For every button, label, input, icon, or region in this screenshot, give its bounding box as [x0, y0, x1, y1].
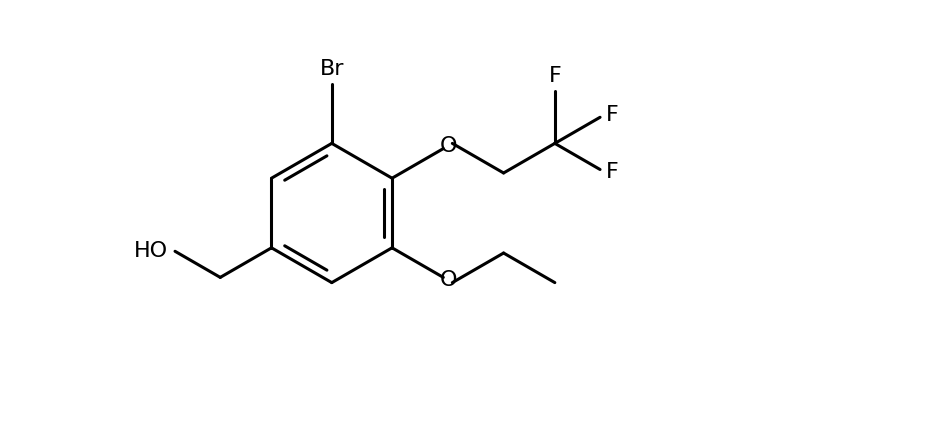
- Text: O: O: [439, 136, 457, 156]
- Text: F: F: [607, 161, 619, 181]
- Text: F: F: [607, 105, 619, 125]
- Text: Br: Br: [319, 59, 344, 79]
- Text: O: O: [439, 270, 457, 290]
- Text: HO: HO: [134, 241, 168, 261]
- Text: F: F: [548, 66, 561, 86]
